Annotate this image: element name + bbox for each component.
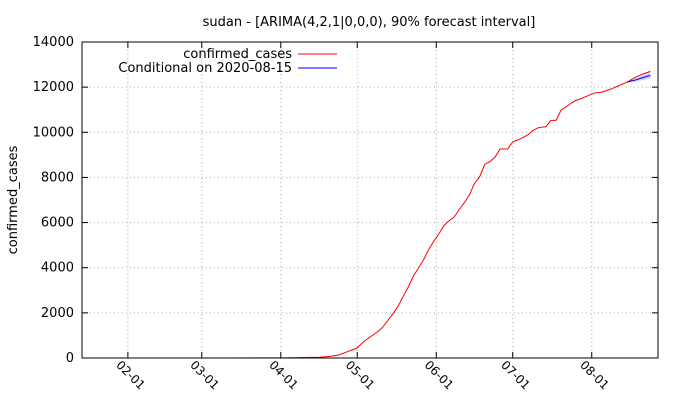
legend-label-2: Conditional on 2020-08-15: [118, 61, 292, 76]
y-tick-label: 4000: [41, 261, 74, 276]
y-tick-label: 2000: [41, 306, 74, 321]
x-tick-label: 08-01: [577, 358, 612, 393]
y-tick-label: 10000: [33, 125, 74, 140]
y-tick-label: 0: [66, 351, 74, 366]
x-tick-label: 02-01: [113, 358, 148, 393]
y-tick-label: 14000: [33, 35, 74, 50]
plot-frame: [81, 41, 659, 359]
y-tick-label: 12000: [33, 80, 74, 95]
series-line-1: [232, 70, 651, 359]
x-tick-label: 07-01: [498, 358, 533, 393]
series-lines: [232, 70, 651, 359]
x-tick-label: 04-01: [266, 358, 301, 393]
chart-title: sudan - [ARIMA(4,2,1|0,0,0), 90% forecas…: [203, 15, 536, 30]
series-line-2: [627, 74, 651, 83]
x-tick-label: 06-01: [422, 358, 457, 393]
forecast-band-layer: [627, 70, 651, 82]
grid: [82, 42, 658, 358]
x-tick-label: 05-01: [343, 358, 378, 393]
x-tick-label: 03-01: [187, 358, 222, 393]
axis-ticks: 0 2000 4000 6000 8000 10000 12000 14000 02-01 03-…: [33, 35, 658, 392]
y-tick-label: 8000: [41, 170, 74, 185]
forecast-interval-band: [627, 70, 651, 82]
y-axis-label: confirmed_cases: [6, 145, 21, 254]
legend-label-1: confirmed_cases: [183, 47, 292, 62]
y-tick-label: 6000: [41, 216, 74, 231]
